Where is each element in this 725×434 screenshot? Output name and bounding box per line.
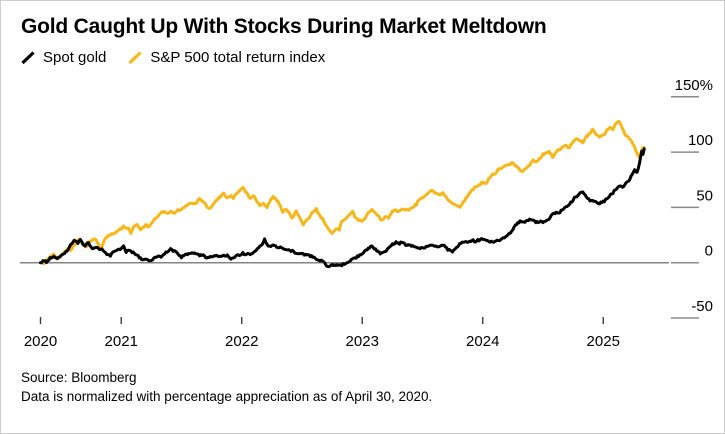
- legend-label: S&P 500 total return index: [150, 49, 326, 66]
- y-tick-label: 100: [688, 132, 713, 149]
- x-tick-label: 2025: [587, 333, 620, 350]
- legend-item-sp500-tr: S&P 500 total return index: [128, 49, 325, 66]
- legend-item-spot-gold: Spot gold: [21, 49, 106, 66]
- source-note: Source: Bloomberg: [21, 370, 137, 385]
- series-line-spot-gold: [39, 147, 646, 269]
- x-tick-label: 2022: [225, 333, 258, 350]
- line-swatch-icon: [128, 50, 142, 64]
- x-tick-label: 2021: [105, 333, 138, 350]
- series-line-sp500-tr: [39, 119, 646, 266]
- y-tick-label: 0: [705, 243, 713, 260]
- chart-footer: Source: Bloomberg Data is normalized wit…: [21, 369, 432, 406]
- x-tick-label: 2020: [24, 333, 57, 350]
- y-tick-label: 150%: [675, 77, 713, 94]
- y-tick-label: -50: [691, 298, 713, 315]
- x-tick-label: 2024: [466, 333, 499, 350]
- line-swatch-icon: [21, 50, 35, 64]
- legend-label: Spot gold: [43, 49, 107, 66]
- chart-title: Gold Caught Up With Stocks During Market…: [21, 15, 547, 38]
- x-tick-label: 2023: [346, 333, 379, 350]
- data-note: Data is normalized with percentage appre…: [21, 388, 433, 404]
- y-tick-label: 50: [696, 187, 713, 204]
- chart-legend: Spot gold S&P 500 total return index: [21, 49, 347, 66]
